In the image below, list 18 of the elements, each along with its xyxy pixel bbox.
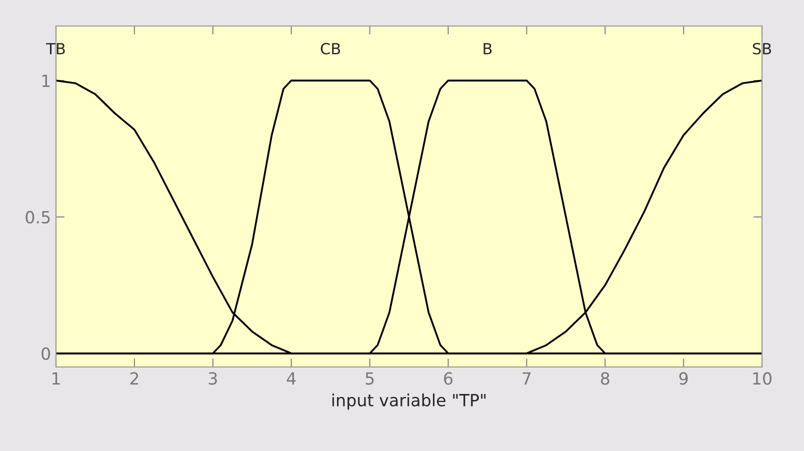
x-tick-label: 9: [679, 372, 688, 385]
series-label: TB: [46, 43, 65, 54]
series-label: B: [484, 43, 492, 54]
x-tick-label: 2: [130, 372, 138, 385]
x-tick-label: 3: [208, 372, 217, 385]
x-tick-label: 8: [600, 372, 610, 385]
x-tick-label: 7: [522, 372, 531, 385]
x-tick-label: 6: [444, 372, 452, 385]
series-label: CB: [320, 42, 340, 54]
y-tick-label: 0: [42, 347, 50, 360]
x-tick-label: 5: [366, 372, 374, 385]
y-tick-label: 1: [42, 74, 50, 87]
series-label: SB: [752, 42, 772, 54]
x-tick-label: 1: [52, 372, 60, 385]
x-tick-label: 10: [753, 372, 772, 385]
y-tick-label: 0.5: [26, 210, 50, 224]
x-tick-label: 4: [286, 372, 296, 385]
x-axis-title: input variable "TP": [332, 394, 486, 410]
